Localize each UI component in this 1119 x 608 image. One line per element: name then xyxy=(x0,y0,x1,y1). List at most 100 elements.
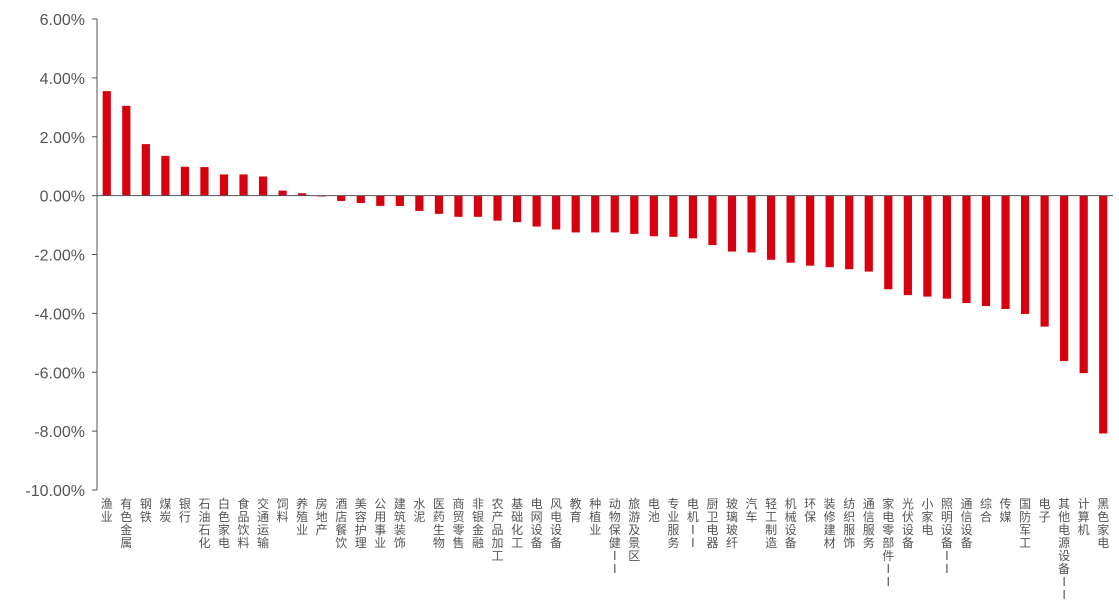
bar xyxy=(141,144,150,196)
category-label: 食品饮料 xyxy=(238,496,250,550)
bar xyxy=(180,166,190,196)
category-label: 家电零部件 I I xyxy=(882,496,894,589)
category-label: 光伏设备 xyxy=(902,497,914,550)
y-tick-label: -8.00% xyxy=(34,424,85,441)
category-label: 风电设备 xyxy=(550,497,562,550)
bar xyxy=(825,195,834,268)
bars xyxy=(102,91,1108,434)
bar xyxy=(1099,195,1108,434)
bar xyxy=(942,195,952,299)
category-label: 石油石化 xyxy=(198,497,210,550)
category-label: 动物保健 I I xyxy=(609,497,621,576)
category-label: 小家电 xyxy=(921,497,933,537)
category-label: 综合 xyxy=(980,497,992,524)
bar xyxy=(688,195,698,239)
category-label: 煤炭 xyxy=(159,497,171,524)
category-label: 玻璃玻纤 xyxy=(726,497,738,550)
bar xyxy=(1001,195,1010,309)
category-label: 厨卫电器 xyxy=(706,497,718,550)
bar xyxy=(903,195,912,296)
category-label: 基础化工 xyxy=(511,497,523,550)
category-label: 房地产 xyxy=(316,496,328,537)
category-label: 其他电源设备 I I xyxy=(1058,497,1070,602)
bar xyxy=(923,195,932,297)
bar xyxy=(610,195,619,233)
bar xyxy=(512,195,522,223)
bar xyxy=(591,195,600,233)
bar xyxy=(493,195,502,221)
bar xyxy=(806,195,815,266)
category-label: 公用事业 xyxy=(374,497,386,550)
bar xyxy=(727,195,737,252)
bar xyxy=(454,195,463,217)
bar xyxy=(278,190,287,196)
bar xyxy=(786,195,795,263)
category-label: 国防军工 xyxy=(1019,497,1031,550)
bar xyxy=(122,105,131,196)
bar xyxy=(884,195,893,290)
bar xyxy=(962,195,971,304)
bar xyxy=(376,195,385,206)
bar xyxy=(298,193,307,196)
bar xyxy=(552,195,561,230)
y-tick-label: -2.00% xyxy=(34,248,85,265)
category-label: 医药生物 xyxy=(433,497,445,550)
bar xyxy=(766,195,776,260)
category-label: 通信设备 xyxy=(960,497,972,550)
y-tick-label: -6.00% xyxy=(34,365,85,382)
category-label: 黑色家电 xyxy=(1097,497,1109,550)
bar xyxy=(571,195,580,233)
bar xyxy=(981,195,991,307)
category-label: 专业服务 xyxy=(667,496,679,550)
category-label: 照明设备 I I xyxy=(941,497,953,576)
category-label: 养殖业 xyxy=(296,496,308,537)
category-label: 酒店餐饮 xyxy=(335,497,347,550)
category-label: 钢铁 xyxy=(140,497,152,524)
y-tick-label: 4.00% xyxy=(40,71,85,88)
bar xyxy=(845,195,854,270)
bar xyxy=(473,195,483,217)
y-tick-label: 2.00% xyxy=(40,130,85,147)
bar xyxy=(258,176,268,196)
category-label: 机械设备 xyxy=(785,497,797,550)
category-label: 商贸零售 xyxy=(452,496,464,550)
category-label: 农产品加工 xyxy=(492,497,504,563)
category-label: 电网设备 xyxy=(531,497,543,550)
category-label: 通信服务 xyxy=(863,497,875,550)
category-label: 有色金属 xyxy=(120,497,132,550)
category-label: 渔业 xyxy=(101,497,113,524)
bar xyxy=(102,91,111,196)
category-label: 饲料 xyxy=(277,497,289,524)
category-label: 教育 xyxy=(570,496,582,524)
category-label: 传媒 xyxy=(1000,496,1012,524)
bar xyxy=(708,195,717,246)
category-label: 电子 xyxy=(1039,497,1051,524)
bar xyxy=(630,195,639,234)
category-label: 水泥 xyxy=(413,497,425,524)
category-label: 装修建材 xyxy=(824,497,836,550)
bar xyxy=(200,167,209,196)
bar xyxy=(1060,195,1069,362)
y-axis: 6.00% 4.00% 2.00% 0.00% -2.00% -4.00% -6.00% -8… xyxy=(25,12,98,500)
category-label: 环保 xyxy=(804,497,816,524)
bar xyxy=(337,195,346,201)
category-label: 种植业 xyxy=(589,497,601,537)
category-label: 汽车 xyxy=(746,496,758,524)
category-label: 计算机 xyxy=(1078,497,1090,537)
y-tick-label: 6.00% xyxy=(40,12,85,29)
y-tick-label: -4.00% xyxy=(34,306,85,323)
bar xyxy=(1020,195,1030,314)
bar xyxy=(219,174,229,196)
category-label: 电机 I I xyxy=(687,497,699,550)
category-label: 纺织服饰 xyxy=(843,497,855,550)
bar xyxy=(395,195,404,206)
bar xyxy=(864,195,873,272)
bar xyxy=(532,195,541,227)
bar xyxy=(747,195,756,253)
bar xyxy=(1079,195,1088,374)
category-label: 交通运输 xyxy=(257,496,269,550)
category-labels: 渔业有色金属钢铁煤炭银行石油石化白色家电食品饮料交通运输饲料养殖业房地产酒店餐饮… xyxy=(101,496,1109,602)
bar xyxy=(161,155,170,196)
